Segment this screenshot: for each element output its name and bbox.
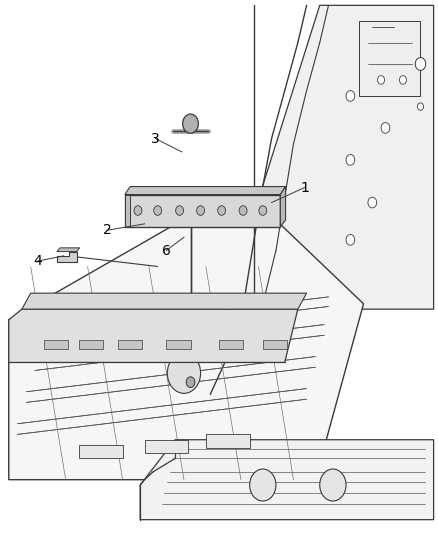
Bar xyxy=(359,21,420,96)
Circle shape xyxy=(239,206,247,215)
Circle shape xyxy=(346,235,355,245)
Circle shape xyxy=(134,206,142,215)
Circle shape xyxy=(346,155,355,165)
Text: 4: 4 xyxy=(33,254,42,268)
Circle shape xyxy=(378,76,385,84)
Polygon shape xyxy=(57,252,77,262)
Bar xyxy=(206,434,250,448)
Bar xyxy=(44,340,68,349)
Polygon shape xyxy=(9,309,298,362)
Text: 3: 3 xyxy=(151,132,160,146)
Polygon shape xyxy=(9,187,364,480)
Circle shape xyxy=(186,377,195,387)
Polygon shape xyxy=(125,195,130,227)
Bar xyxy=(263,340,287,349)
Circle shape xyxy=(399,76,406,84)
Circle shape xyxy=(415,58,426,70)
Bar xyxy=(219,340,243,349)
Circle shape xyxy=(183,114,198,133)
Circle shape xyxy=(197,206,205,215)
Polygon shape xyxy=(57,248,80,252)
Polygon shape xyxy=(280,187,286,227)
Polygon shape xyxy=(22,293,307,309)
Circle shape xyxy=(176,206,184,215)
Bar xyxy=(125,195,280,227)
Bar xyxy=(79,445,123,458)
Polygon shape xyxy=(140,440,434,520)
Polygon shape xyxy=(125,187,286,195)
Circle shape xyxy=(346,91,355,101)
Circle shape xyxy=(167,353,201,393)
Circle shape xyxy=(259,206,267,215)
Bar xyxy=(145,440,188,453)
Circle shape xyxy=(381,123,390,133)
Text: 1: 1 xyxy=(300,181,309,195)
Bar xyxy=(118,340,142,349)
Circle shape xyxy=(320,469,346,501)
Polygon shape xyxy=(254,5,434,309)
Circle shape xyxy=(154,206,162,215)
Circle shape xyxy=(250,469,276,501)
Circle shape xyxy=(218,206,226,215)
Bar xyxy=(166,340,191,349)
Text: 2: 2 xyxy=(103,223,112,237)
Circle shape xyxy=(417,103,424,110)
Text: 6: 6 xyxy=(162,244,171,257)
Circle shape xyxy=(368,197,377,208)
Bar xyxy=(79,340,103,349)
